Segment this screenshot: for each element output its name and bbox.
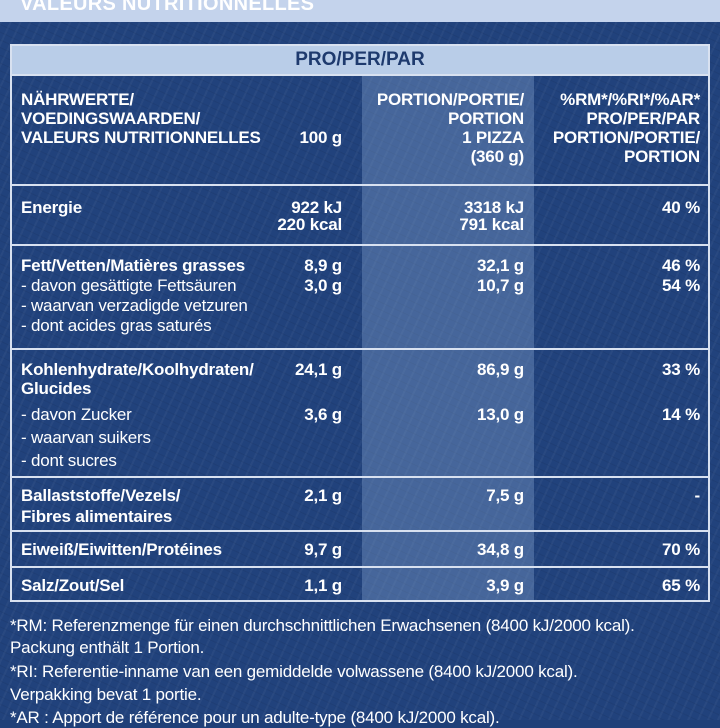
footnote-rm-pack: Packung enthält 1 Portion. xyxy=(10,638,205,657)
footnote-ri: *RI: Referentie-inname van een gemiddeld… xyxy=(10,662,578,681)
ri-header-3: PORTION/PORTIE/ xyxy=(552,128,700,147)
nutrition-table: PRO/PER/PAR NÄHRWERTE/ VOEDINGSWAARDEN/ … xyxy=(10,44,710,602)
protein-portion: 34,8 g xyxy=(477,540,524,559)
salt-per100: 1,1 g xyxy=(304,576,342,595)
fibre-per100: 2,1 g xyxy=(304,486,342,505)
fibre-label-1: Ballaststoffe/Vezels/ xyxy=(21,486,181,505)
energy-ri: 40 % xyxy=(662,198,700,217)
sugar-label-de: - davon Zucker xyxy=(21,405,132,424)
fat-label: Fett/Vetten/Matières grasses xyxy=(21,256,245,275)
sugar-per100: 3,6 g xyxy=(304,405,342,424)
sat-fat-per100: 3,0 g xyxy=(304,276,342,295)
divider xyxy=(12,566,708,568)
fibre-ri: - xyxy=(694,486,701,505)
portion-header-2: PORTION xyxy=(447,109,524,128)
ri-header-4: PORTION xyxy=(623,147,700,166)
fat-ri: 46 % xyxy=(662,256,700,275)
nutrient-header-2: VOEDINGSWAARDEN/ xyxy=(21,109,201,128)
footnote-rm: *RM: Referenzmenge für einen durchschnit… xyxy=(10,616,635,635)
sugar-label-nl: - waarvan suikers xyxy=(21,428,151,447)
top-title: VALEURS NUTRITIONNELLES xyxy=(0,0,720,22)
carbs-label-1: Kohlenhydrate/Koolhydraten/ xyxy=(21,360,254,379)
sugar-portion: 13,0 g xyxy=(477,405,524,424)
table-header: PRO/PER/PAR xyxy=(12,46,708,76)
divider xyxy=(12,244,708,246)
energy-per100-kj: 922 kJ xyxy=(291,198,342,217)
portion-column-band xyxy=(362,46,534,600)
divider xyxy=(12,476,708,478)
per100-header: 100 g xyxy=(299,128,343,147)
energy-label: Energie xyxy=(21,198,82,217)
carbs-label-2: Glucides xyxy=(21,379,92,398)
sat-fat-label-fr: - dont acides gras saturés xyxy=(21,316,212,335)
portion-header-3: 1 PIZZA xyxy=(462,128,524,147)
protein-per100: 9,7 g xyxy=(304,540,342,559)
energy-per100-kcal: 220 kcal xyxy=(277,215,342,234)
fibre-portion: 7,5 g xyxy=(486,486,524,505)
salt-ri: 65 % xyxy=(662,576,700,595)
energy-portion-kcal: 791 kcal xyxy=(459,215,524,234)
salt-portion: 3,9 g xyxy=(486,576,524,595)
portion-header-4: (360 g) xyxy=(470,147,525,166)
sat-fat-ri: 54 % xyxy=(662,276,700,295)
sugar-label-fr: - dont sucres xyxy=(21,451,117,470)
fat-per100: 8,9 g xyxy=(304,256,342,275)
nutrient-header-1: NÄHRWERTE/ xyxy=(21,90,134,109)
sugar-ri: 14 % xyxy=(662,405,700,424)
ri-header-2: PRO/PER/PAR xyxy=(586,109,700,128)
fibre-label-2: Fibres alimentaires xyxy=(21,507,173,526)
salt-label: Salz/Zout/Sel xyxy=(21,576,125,595)
carbs-per100: 24,1 g xyxy=(295,360,342,379)
fat-portion: 32,1 g xyxy=(477,256,524,275)
sat-fat-portion: 10,7 g xyxy=(477,276,524,295)
ri-header-1: %RM*/%RI*/%AR* xyxy=(560,90,700,109)
footnote-ar: *AR : Apport de référence pour un adulte… xyxy=(10,708,500,727)
nutrient-header-3: VALEURS NUTRITIONNELLES xyxy=(21,128,261,147)
protein-label: Eiweiß/Eiwitten/Protéines xyxy=(21,540,222,559)
energy-portion-kj: 3318 kJ xyxy=(463,198,524,217)
sat-fat-label-de: - davon gesättigte Fettsäuren xyxy=(21,276,237,295)
divider xyxy=(12,184,708,186)
carbs-ri: 33 % xyxy=(662,360,700,379)
carbs-portion: 86,9 g xyxy=(477,360,524,379)
sat-fat-label-nl: - waarvan verzadigde vetzuren xyxy=(21,296,248,315)
protein-ri: 70 % xyxy=(662,540,700,559)
portion-header-1: PORTION/PORTIE/ xyxy=(376,90,524,109)
divider xyxy=(12,348,708,350)
divider xyxy=(12,530,708,532)
footnote-ri-pack: Verpakking bevat 1 portie. xyxy=(10,685,202,704)
